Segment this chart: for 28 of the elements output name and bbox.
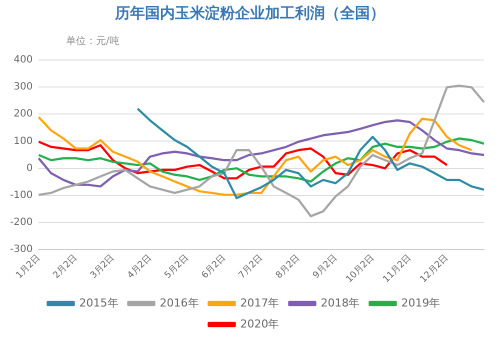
x-tick-label: 4月2日 [126, 253, 154, 281]
x-tick-label: 1月2日 [14, 253, 42, 281]
x-tick-label: 5月2日 [163, 253, 191, 281]
legend-label: 2020年 [240, 317, 280, 330]
x-tick-label: 9月2日 [311, 253, 340, 281]
x-tick-label: 12月2日 [418, 253, 451, 285]
y-tick-label: -200 [10, 217, 33, 228]
x-tick-label: 2月2日 [52, 253, 80, 281]
legend-label: 2016年 [160, 296, 199, 310]
y-tick-label: 0 [26, 162, 33, 174]
legend-label: 2018年 [320, 296, 360, 310]
chart-subtitle: 单位：元/吨 [66, 34, 120, 48]
x-tick-label: 10月2日 [344, 253, 376, 285]
x-tick-label: 8月2日 [274, 253, 302, 281]
chart-title: 历年国内玉米淀粉企业加工利润（全国） [114, 4, 386, 23]
x-tick-label: 11月2日 [382, 253, 414, 285]
x-tick-label: 7月2日 [237, 253, 266, 281]
legend-label: 2017年 [240, 296, 280, 310]
y-tick-label: 400 [14, 54, 33, 66]
x-tick-label: 3月2日 [88, 253, 117, 281]
legend-label: 2019年 [401, 296, 440, 310]
y-tick-label: -100 [10, 190, 33, 201]
y-tick-label: 200 [14, 108, 33, 120]
legend-label: 2015年 [79, 296, 118, 310]
y-tick-label: 100 [14, 136, 33, 147]
y-tick-label: -300 [10, 244, 33, 256]
y-tick-label: 300 [14, 82, 33, 93]
x-tick-label: 6月2日 [200, 253, 228, 281]
